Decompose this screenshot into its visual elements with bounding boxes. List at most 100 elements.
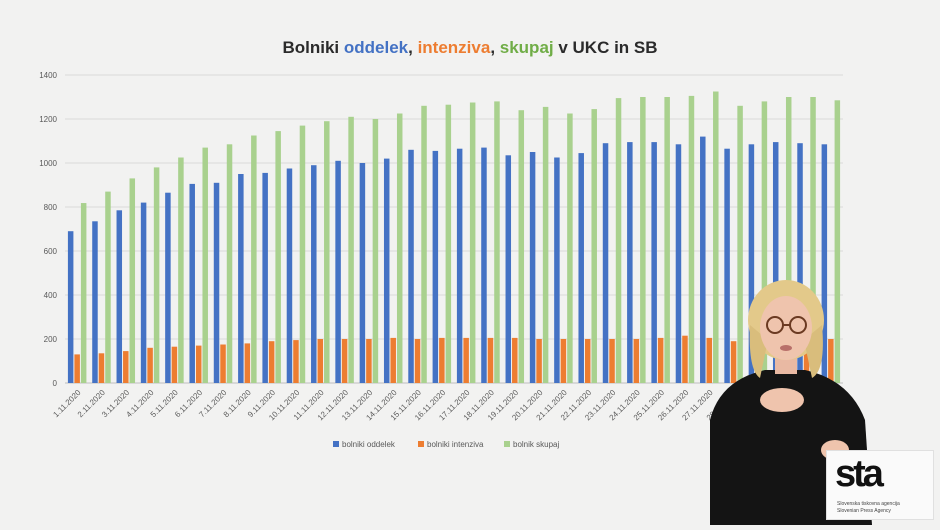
bar-intenziva [633,339,640,383]
sta-logo: sta Slovenska tiskovna agencija Slovenia… [826,450,934,520]
bar-intenziva [609,339,615,383]
bar-oddelek [140,202,147,383]
y-tick-label: 0 [53,379,58,388]
bar-oddelek [432,150,439,383]
bar-intenziva [341,339,348,383]
y-tick-label: 600 [44,247,58,256]
bar-oddelek [772,142,779,383]
bar-skupaj [299,125,306,383]
bar-oddelek [651,142,657,383]
bar-oddelek [821,144,828,383]
bar-skupaj [640,97,646,383]
bar-oddelek [189,183,195,383]
bar-skupaj [834,100,841,384]
bar-skupaj [591,109,597,383]
bar-skupaj [469,102,476,383]
bar-oddelek [286,168,293,383]
bar-intenziva [657,337,664,383]
bar-skupaj [275,131,281,383]
bar-skupaj [421,105,427,384]
bar-intenziva [706,337,713,383]
bar-intenziva [560,339,567,383]
bar-oddelek [116,210,123,383]
bar-oddelek [627,142,633,383]
bar-skupaj [664,97,670,383]
bar-intenziva [195,345,202,383]
bar-skupaj [761,101,768,384]
bar-oddelek [675,144,682,383]
bar-intenziva [366,339,372,383]
bar-skupaj [615,98,622,383]
sta-logo-line2: Slovenian Press Agency [837,508,891,514]
bar-oddelek [238,174,244,383]
y-tick-label: 1400 [39,71,57,80]
bar-oddelek [505,155,512,383]
sta-logo-mark: sta [835,453,884,495]
sta-logo-line1: Slovenska tiskovna agencija [837,501,900,507]
bar-skupaj [372,119,379,383]
bar-oddelek [262,172,268,383]
bar-skupaj [542,106,549,384]
bar-intenziva [414,339,421,383]
bar-oddelek [335,160,341,383]
bar-skupaj [129,178,136,383]
chart-title: Bolniki oddelek, intenziva, skupaj v UKC… [282,38,658,57]
bar-oddelek [408,149,414,383]
bar-intenziva [390,337,396,383]
bar-intenziva [74,354,80,383]
bar-oddelek [797,143,803,383]
bar-intenziva [147,347,153,383]
bar-oddelek [67,231,74,383]
bar-intenziva [171,346,178,383]
bar-oddelek [92,221,98,383]
bar-intenziva [803,337,810,383]
bar-skupaj [785,97,792,383]
bar-skupaj [567,113,573,383]
bar-intenziva [512,337,518,383]
bar-intenziva [584,339,591,383]
bar-intenziva [439,337,445,383]
bar-oddelek [213,182,220,383]
bar-skupaj [178,157,184,383]
bar-skupaj [445,104,452,383]
legend-label: bolniki intenziva [427,440,484,449]
bar-skupaj [226,144,233,383]
y-tick-label: 400 [44,291,58,300]
bar-oddelek [481,147,487,383]
bar-oddelek [383,158,390,383]
bar-intenziva [244,343,251,383]
bar-skupaj [202,147,208,383]
legend-label: bolniki oddelek [342,440,396,449]
bar-skupaj [348,116,354,384]
bar-intenziva [220,344,226,383]
bar-oddelek [311,165,317,383]
y-tick-label: 800 [44,203,58,212]
bar-oddelek [578,153,584,383]
bar-skupaj [713,91,719,383]
legend-swatch [333,441,339,447]
legend-label: bolnik skupaj [513,440,559,449]
bar-intenziva [463,337,469,383]
bar-intenziva [536,339,542,383]
bar-intenziva [268,341,275,383]
bar-oddelek [359,163,366,383]
legend-swatch [418,441,424,447]
bar-skupaj [251,135,257,383]
bar-skupaj [688,95,695,384]
y-tick-label: 200 [44,335,58,344]
bar-oddelek [724,148,730,383]
bar-skupaj [324,121,330,383]
bar-intenziva [123,351,129,383]
bar-skupaj [80,203,87,383]
bar-intenziva [98,353,105,383]
bar-oddelek [700,136,706,383]
bar-skupaj [396,113,403,383]
y-tick-label: 1200 [39,115,57,124]
bar-oddelek [748,144,755,383]
bar-intenziva [682,335,688,383]
bar-intenziva [828,339,834,383]
bar-skupaj [153,167,160,383]
bar-oddelek [456,148,463,383]
y-tick-label: 1000 [39,159,57,168]
bar-oddelek [529,152,536,383]
